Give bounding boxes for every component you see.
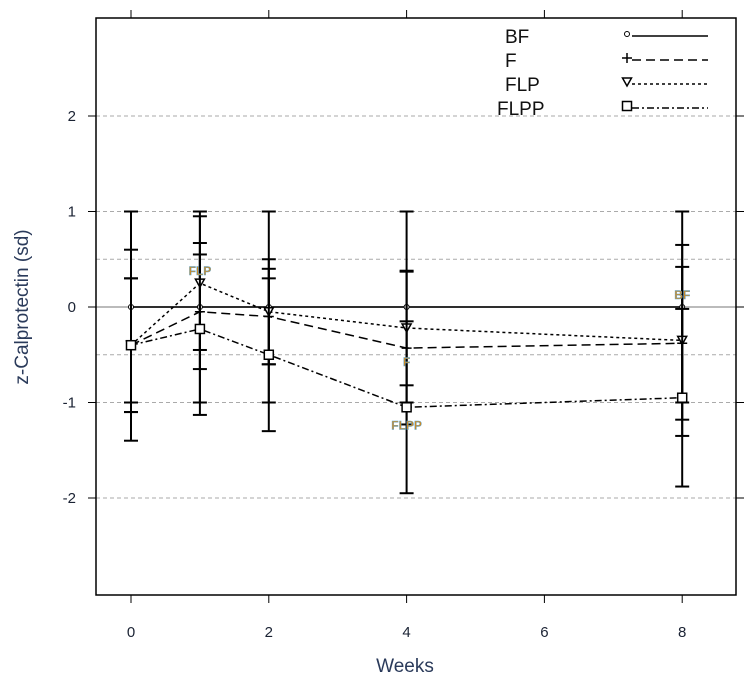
legend-label-flp: FLP xyxy=(505,75,540,96)
series-line-flp xyxy=(130,282,683,346)
annotation-flpp: FLPP xyxy=(391,418,422,432)
x-tick-label: 4 xyxy=(402,624,410,641)
legend-marker-f xyxy=(622,53,632,63)
y-axis-label: z-Calprotectin (sd) xyxy=(12,229,33,384)
annotation-bf: BF xyxy=(674,288,690,302)
legend-label-flpp: FLPP xyxy=(497,99,545,120)
y-tick-label: -1 xyxy=(63,395,76,412)
point-flpp xyxy=(401,402,412,413)
y-tick-label: 2 xyxy=(68,108,76,125)
point-flpp xyxy=(125,339,137,351)
legend-marker-flp xyxy=(621,77,633,88)
x-tick-label: 6 xyxy=(540,624,548,641)
annotation-f: F xyxy=(403,355,410,369)
x-tick-label: 0 xyxy=(127,624,135,641)
series-layer: FLP F FLPP BF xyxy=(124,210,690,495)
x-axis-label: Weeks xyxy=(376,656,434,677)
point-flpp xyxy=(263,349,275,360)
x-tick-label: 2 xyxy=(265,624,273,641)
legend-marker-flpp xyxy=(621,100,633,112)
y-tick-label: 0 xyxy=(68,299,76,316)
y-tick-label: 1 xyxy=(68,204,76,221)
annotation-flp: FLP xyxy=(189,264,212,278)
point-flpp xyxy=(676,392,688,403)
legend-label-f: F xyxy=(505,51,517,72)
legend: BF F FLP FLPP xyxy=(497,27,708,120)
y-tick-label: -2 xyxy=(63,490,76,507)
legend-marker-bf xyxy=(624,31,630,37)
legend-label-bf: BF xyxy=(505,27,529,48)
ticks: 0 2 4 6 8 -2 -1 0 1 2 xyxy=(63,10,744,641)
series-line-flpp xyxy=(130,328,683,409)
point-flpp xyxy=(194,323,206,335)
x-tick-label: 8 xyxy=(678,624,686,641)
